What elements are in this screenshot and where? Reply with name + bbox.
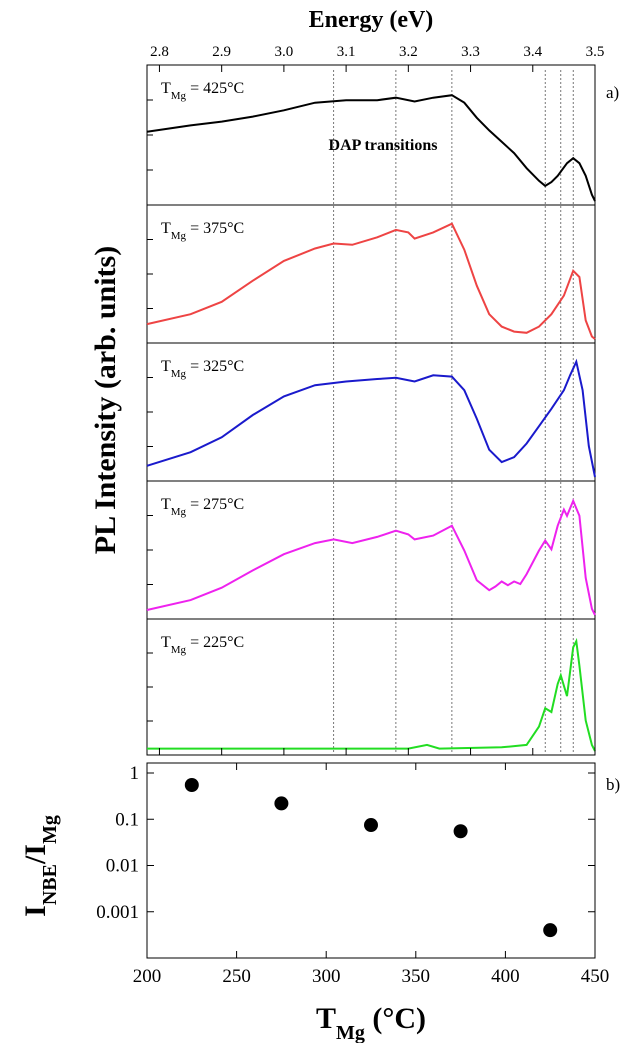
x-axis-title-b: TMg (°C): [316, 1002, 426, 1043]
label-sub: Mg: [171, 368, 187, 380]
xlabel-unit: (°C): [365, 1002, 426, 1035]
ylabel-sub1: NBE: [39, 864, 61, 905]
series-label: TMg = 225°C: [161, 634, 244, 656]
series-panel-1: TMg = 375°C: [146, 204, 596, 344]
label-sub: Mg: [171, 644, 187, 656]
series-line: [147, 637, 596, 752]
x-tick-label-b: 400: [491, 966, 520, 987]
y-axis-title-b: INBE/IMg: [19, 815, 61, 917]
series-panel-3: TMg = 275°C: [146, 480, 596, 620]
label-sub: Mg: [171, 506, 187, 518]
data-point: [453, 824, 468, 839]
label-main: T: [161, 634, 171, 651]
data-point: [364, 818, 378, 833]
xlabel-sub: Mg: [336, 1022, 365, 1043]
y-tick-label-b: 0.01: [106, 856, 139, 877]
ylabel-main: I: [19, 905, 52, 917]
label-value: = 375°C: [190, 220, 244, 237]
series-panel-2: TMg = 325°C: [146, 342, 596, 482]
series-label: TMg = 275°C: [161, 496, 244, 518]
label-main: T: [161, 80, 171, 97]
y-tick-label-b: 1: [130, 763, 140, 784]
label-main: T: [161, 358, 171, 375]
x-tick-label: 3.1: [337, 44, 356, 60]
panel-label-a: a): [606, 83, 619, 102]
x-tick-label-b: 350: [402, 966, 431, 987]
y-tick-label-b: 0.001: [96, 902, 139, 923]
x-tick-label: 2.9: [212, 44, 231, 60]
x-tick-label: 3.5: [586, 44, 605, 60]
x-tick-label-b: 250: [222, 966, 251, 987]
series-panel-4: TMg = 225°C: [146, 618, 596, 756]
y-axis-title: PL Intensity (arb. units): [89, 246, 122, 554]
x-tick-label-b: 300: [312, 966, 341, 987]
data-point: [274, 796, 289, 811]
x-tick-label-b: 200: [133, 966, 162, 987]
y-tick-label-b: 0.1: [115, 809, 139, 830]
series-label: TMg = 425°C: [161, 80, 244, 102]
label-value: = 325°C: [190, 358, 244, 375]
x-tick-label: 3.3: [461, 44, 480, 60]
series-line: [146, 94, 596, 202]
label-value: = 225°C: [190, 634, 244, 651]
data-point: [543, 923, 558, 938]
dap-annotation: DAP transitions: [329, 137, 438, 154]
series-label: TMg = 325°C: [161, 358, 244, 380]
label-sub: Mg: [171, 90, 187, 102]
x-tick-label-b: 450: [581, 966, 610, 987]
label-main: T: [161, 220, 171, 237]
x-tick-label: 3.4: [523, 44, 542, 60]
series-line: [146, 358, 596, 478]
series-line: [146, 498, 596, 616]
data-point: [184, 778, 199, 793]
label-value: = 425°C: [190, 80, 244, 97]
x-axis-title: Energy (eV): [309, 7, 434, 33]
panel-frame-b: [146, 762, 596, 959]
x-tick-label: 2.8: [150, 44, 169, 60]
x-tick-label: 3.2: [399, 44, 418, 60]
xlabel-main: T: [316, 1002, 336, 1035]
ylabel-sep: /I: [19, 844, 52, 865]
label-value: = 275°C: [190, 496, 244, 513]
panel-label-b: b): [606, 775, 620, 794]
series-panel-0: TMg = 425°C: [146, 64, 596, 206]
series-label: TMg = 375°C: [161, 220, 244, 242]
label-sub: Mg: [171, 230, 187, 242]
x-tick-label: 3.0: [275, 44, 294, 60]
ylabel-sub2: Mg: [39, 815, 61, 844]
label-main: T: [161, 496, 171, 513]
series-line: [146, 222, 596, 340]
